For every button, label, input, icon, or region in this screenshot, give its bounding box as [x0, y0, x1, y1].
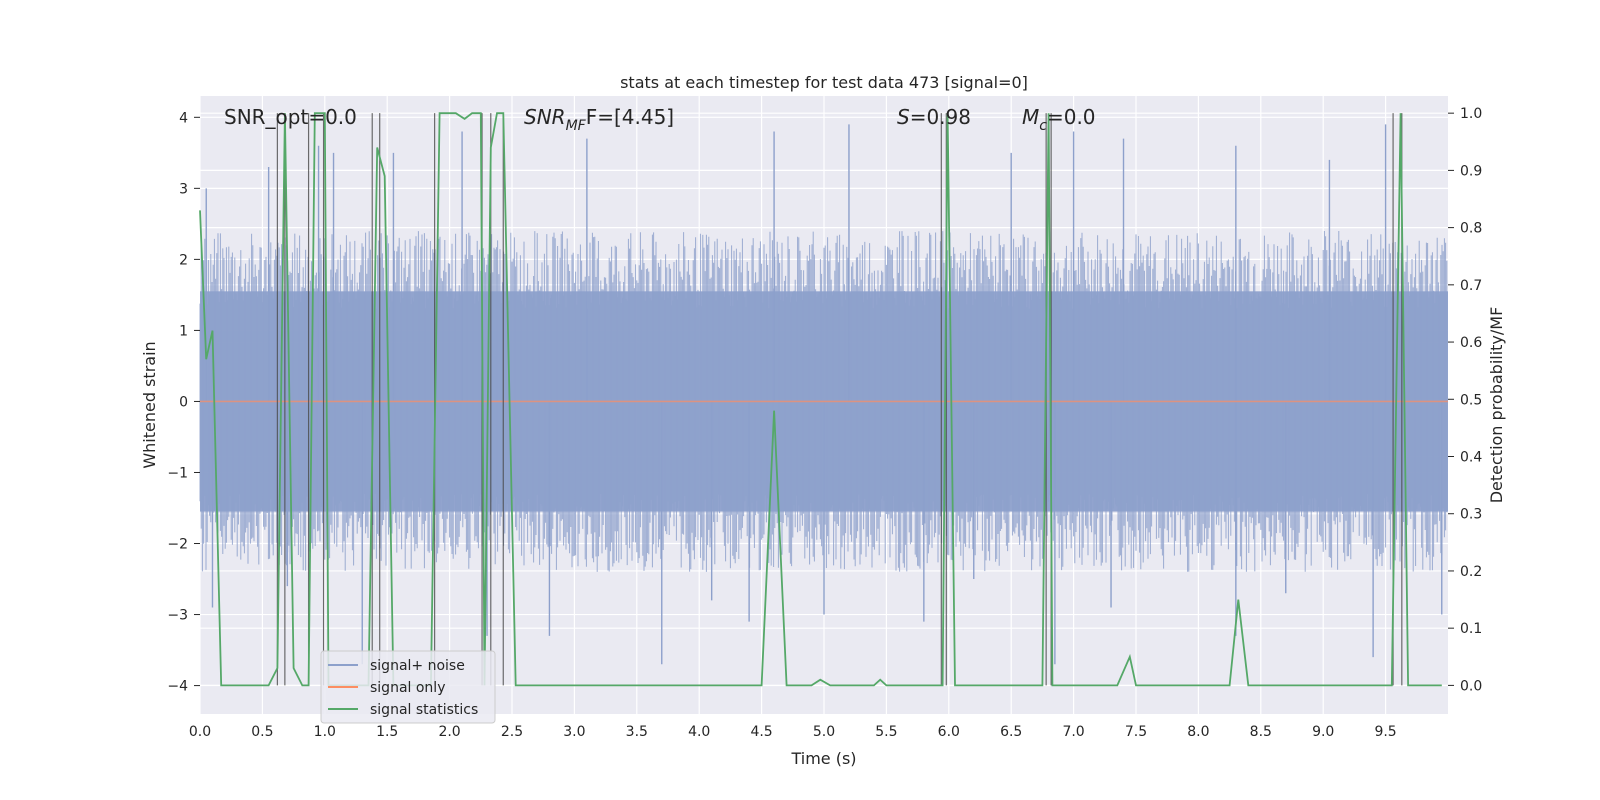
annotation-mc: Mc=0.0	[1022, 105, 1096, 134]
y2-tick-label-9: 0.1	[1460, 621, 1482, 637]
x-tick-label-11: 5.5	[875, 724, 897, 740]
y2-tick-label-4: 0.6	[1460, 335, 1482, 351]
x-tick-label-0: 0.0	[189, 724, 211, 740]
s-symbol: S	[897, 105, 910, 129]
mc-subscript: c	[1039, 118, 1047, 134]
x-axis-ticks: 0.0 0.5 1.0 1.5 2.0 2.5 3.0 3.5 4.0 4.5 5.0 5.5 6.0 6…	[189, 724, 1397, 740]
y2-tick-label-0: 1.0	[1460, 106, 1482, 122]
y2-tick-label-1: 0.9	[1460, 163, 1482, 179]
legend-label-signal-statistics: signal statistics	[370, 702, 478, 718]
x-tick-label-18: 9.0	[1312, 724, 1334, 740]
x-tick-label-8: 4.0	[688, 724, 710, 740]
y2-axis-ticks: 1.0 0.9 0.8 0.7 0.6 0.5 0.4 0.3 0.2 0.1 0.0	[1448, 106, 1482, 694]
y-tick-label-6: −2	[167, 537, 188, 553]
x-tick-label-4: 2.0	[438, 724, 460, 740]
signal-statistics-line	[199, 112, 1442, 687]
y-tick-label-0: 4	[179, 110, 188, 126]
y-axis-ticks: 4 3 2 1 0 −1 −2 −3 −4	[167, 110, 200, 695]
y-tick-label-3: 1	[179, 323, 188, 339]
y2-tick-label-6: 0.4	[1460, 450, 1482, 466]
y-tick-label-8: −4	[167, 679, 188, 695]
series-signal-statistics	[199, 112, 1442, 687]
mc-value: =0.0	[1047, 105, 1096, 129]
legend-label-signal-noise: signal+ noise	[370, 658, 465, 674]
x-tick-label-16: 8.0	[1187, 724, 1209, 740]
snr-mf-value: F=[4.45]	[586, 105, 674, 129]
legend-label-signal-only: signal only	[370, 680, 445, 696]
y2-tick-label-2: 0.8	[1460, 221, 1482, 237]
annotation-snr-mf: SNRMFF=[4.45]	[524, 105, 674, 134]
x-tick-label-5: 2.5	[501, 724, 523, 740]
y2-tick-label-10: 0.0	[1460, 678, 1482, 694]
y2-tick-label-7: 0.3	[1460, 507, 1482, 523]
chart-title: stats at each timestep for test data 473…	[620, 73, 1028, 92]
s-value: =0.98	[910, 105, 971, 129]
legend: signal+ noise signal only signal statist…	[320, 650, 496, 724]
mc-symbol: M	[1022, 105, 1039, 129]
y-tick-label-1: 3	[179, 181, 188, 197]
x-tick-label-17: 8.5	[1250, 724, 1272, 740]
x-tick-label-10: 5.0	[813, 724, 835, 740]
x-tick-label-14: 7.0	[1062, 724, 1084, 740]
y-axis-label: Whitened strain	[140, 341, 159, 468]
y2-tick-label-3: 0.7	[1460, 278, 1482, 294]
x-tick-label-13: 6.5	[1000, 724, 1022, 740]
y-tick-label-7: −3	[167, 608, 188, 624]
x-tick-label-1: 0.5	[251, 724, 273, 740]
y-tick-label-5: −1	[167, 465, 188, 481]
y-tick-label-2: 2	[179, 252, 188, 268]
y2-tick-label-8: 0.2	[1460, 564, 1482, 580]
x-tick-label-15: 7.5	[1125, 724, 1147, 740]
x-tick-label-6: 3.0	[563, 724, 585, 740]
noise-trace	[199, 231, 1448, 572]
x-axis-label: Time (s)	[790, 749, 856, 768]
snr-mf-symbol: SNR	[524, 105, 566, 129]
x-tick-label-12: 6.0	[938, 724, 960, 740]
annotation-snr-opt: SNR_opt=0.0	[224, 105, 357, 129]
x-tick-label-3: 1.5	[376, 724, 398, 740]
x-tick-label-9: 4.5	[750, 724, 772, 740]
x-tick-label-7: 3.5	[626, 724, 648, 740]
x-tick-label-2: 1.0	[314, 724, 336, 740]
y2-axis-label: Detection probability/MF	[1487, 307, 1506, 504]
annotation-s: S=0.98	[897, 105, 971, 129]
snr-mf-subscript: MF	[566, 118, 587, 134]
legend-box	[320, 650, 496, 724]
x-tick-label-19: 9.5	[1374, 724, 1396, 740]
y2-tick-label-5: 0.5	[1460, 392, 1482, 408]
y-tick-label-4: 0	[179, 394, 188, 410]
